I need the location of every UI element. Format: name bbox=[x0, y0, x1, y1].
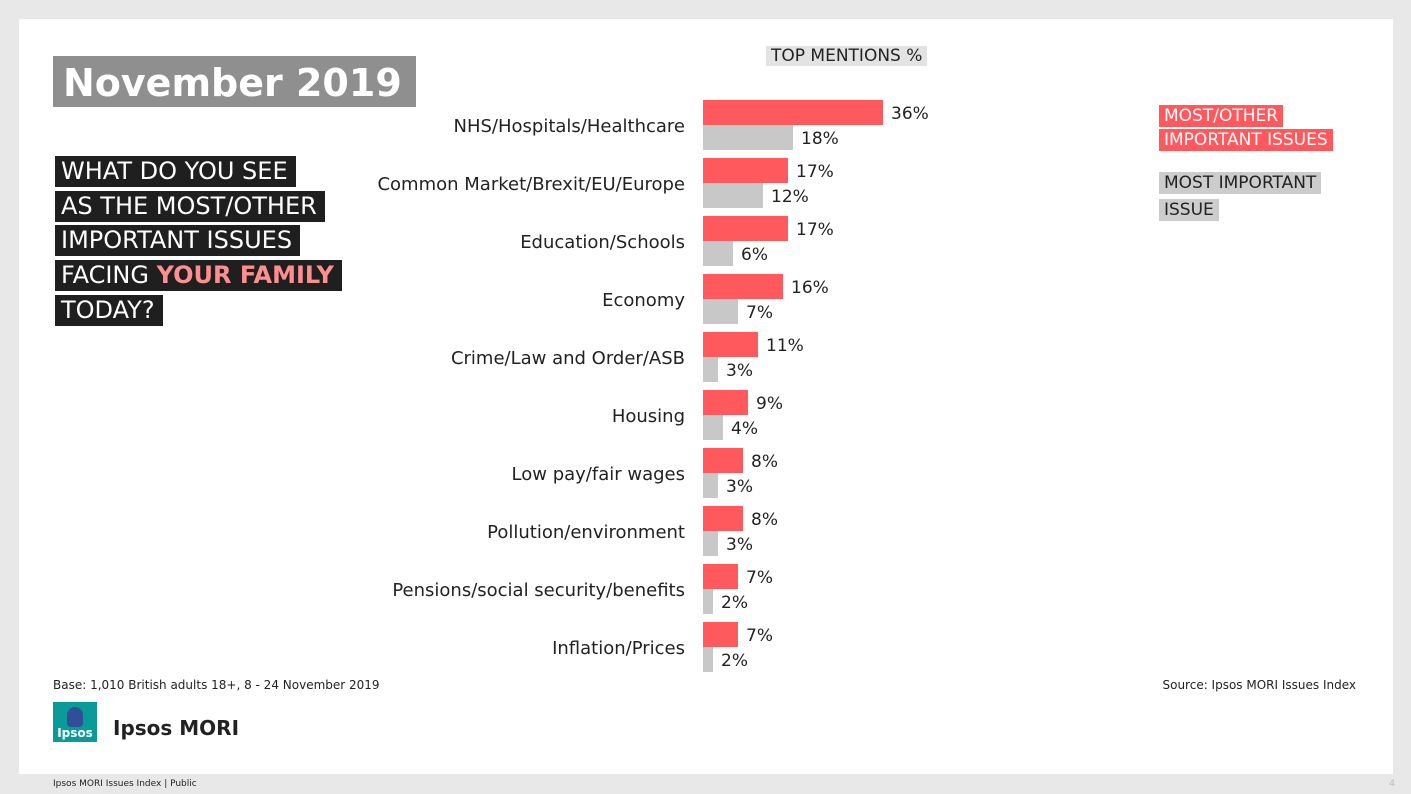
value-label-most-other: 8% bbox=[751, 452, 778, 472]
category-label: Crime/Law and Order/ASB bbox=[451, 348, 685, 369]
value-label-most-other: 17% bbox=[796, 162, 834, 182]
value-label-most-important: 2% bbox=[721, 651, 748, 671]
bar-most-other bbox=[703, 274, 783, 299]
chart-title: TOP MENTIONS % bbox=[766, 46, 928, 66]
ipsos-logo: Ipsos bbox=[53, 702, 97, 742]
legend-most-other-line2: IMPORTANT ISSUES bbox=[1159, 129, 1333, 151]
source-note: Source: Ipsos MORI Issues Index bbox=[1162, 678, 1356, 692]
value-label-most-other: 17% bbox=[796, 220, 834, 240]
question-line-4: FACING YOUR FAMILY bbox=[55, 260, 342, 291]
value-label-most-other: 16% bbox=[791, 278, 829, 298]
value-label-most-important: 3% bbox=[726, 361, 753, 381]
legend-most-important-line2: ISSUE bbox=[1159, 199, 1219, 221]
bar-most-important bbox=[703, 299, 738, 324]
category-label: Economy bbox=[602, 290, 685, 311]
category-label: NHS/Hospitals/Healthcare bbox=[454, 116, 686, 137]
bar-most-important bbox=[703, 531, 718, 556]
bar-most-other bbox=[703, 158, 788, 183]
bar-most-other bbox=[703, 100, 883, 125]
bar-most-important bbox=[703, 241, 733, 266]
category-label: Pollution/environment bbox=[487, 522, 685, 543]
bar-most-other bbox=[703, 390, 748, 415]
question-highlight: YOUR FAMILY bbox=[156, 261, 334, 289]
value-label-most-important: 4% bbox=[731, 419, 758, 439]
bar-most-other bbox=[703, 506, 743, 531]
value-label-most-important: 12% bbox=[771, 187, 809, 207]
value-label-most-important: 18% bbox=[801, 129, 839, 149]
bar-most-important bbox=[703, 415, 723, 440]
category-label: Pensions/social security/benefits bbox=[392, 580, 685, 601]
value-label-most-other: 7% bbox=[746, 568, 773, 588]
page-number: 4 bbox=[1389, 779, 1395, 789]
value-label-most-important: 3% bbox=[726, 535, 753, 555]
value-label-most-other: 9% bbox=[756, 394, 783, 414]
bar-most-other bbox=[703, 564, 738, 589]
ipsos-logo-text: Ipsos bbox=[57, 726, 93, 740]
bar-most-other bbox=[703, 448, 743, 473]
value-label-most-important: 6% bbox=[741, 245, 768, 265]
bar-most-important bbox=[703, 473, 718, 498]
value-label-most-important: 2% bbox=[721, 593, 748, 613]
question-line-3: IMPORTANT ISSUES bbox=[55, 225, 301, 256]
legend-most-important-line1: MOST IMPORTANT bbox=[1159, 172, 1322, 194]
value-label-most-other: 11% bbox=[766, 336, 804, 356]
value-label-most-other: 8% bbox=[751, 510, 778, 530]
category-label: Housing bbox=[612, 406, 685, 427]
bar-most-other bbox=[703, 216, 788, 241]
brand-name: Ipsos MORI bbox=[113, 716, 240, 740]
bar-most-important bbox=[703, 589, 713, 614]
value-label-most-important: 3% bbox=[726, 477, 753, 497]
ipsos-logo-icon bbox=[67, 707, 83, 727]
bar-most-other bbox=[703, 332, 758, 357]
question-line-2: AS THE MOST/OTHER bbox=[55, 191, 325, 222]
base-note: Base: 1,010 British adults 18+, 8 - 24 N… bbox=[53, 678, 380, 692]
bar-most-important bbox=[703, 183, 763, 208]
footer-text: Ipsos MORI Issues Index | Public bbox=[53, 779, 197, 789]
bar-most-important bbox=[703, 125, 793, 150]
category-label: Common Market/Brexit/EU/Europe bbox=[377, 174, 685, 195]
category-label: Inflation/Prices bbox=[552, 638, 685, 659]
bar-most-other bbox=[703, 622, 738, 647]
bar-most-important bbox=[703, 647, 713, 672]
value-label-most-other: 7% bbox=[746, 626, 773, 646]
category-label: Education/Schools bbox=[520, 232, 685, 253]
value-label-most-other: 36% bbox=[891, 104, 929, 124]
bar-most-important bbox=[703, 357, 718, 382]
category-label: Low pay/fair wages bbox=[512, 464, 685, 485]
question-line-4-text: FACING bbox=[61, 261, 157, 289]
page-title: November 2019 bbox=[53, 56, 416, 107]
legend-most-other-line1: MOST/OTHER bbox=[1159, 105, 1284, 127]
value-label-most-important: 7% bbox=[746, 303, 773, 323]
question-line-5: TODAY? bbox=[55, 295, 163, 326]
question-line-1: WHAT DO YOU SEE bbox=[55, 156, 296, 187]
